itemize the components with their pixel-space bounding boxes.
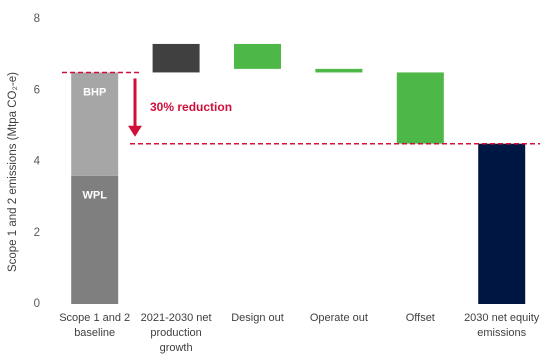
segment-label: WPL bbox=[82, 190, 107, 202]
arrow-head bbox=[128, 125, 142, 137]
x-tick-label: Offset bbox=[405, 312, 435, 324]
x-tick-label: Scope 1 and 2 baseline bbox=[59, 312, 131, 339]
y-tick-label: 0 bbox=[34, 298, 40, 310]
bar-segment bbox=[71, 175, 119, 304]
x-tick-label: 2021-2030 net production growth bbox=[140, 312, 212, 354]
y-tick-label: 2 bbox=[34, 227, 40, 239]
bar bbox=[234, 43, 281, 69]
y-axis-label: Scope 1 and 2 emissions (Mtpa CO₂-e) bbox=[7, 72, 19, 272]
y-tick-label: 8 bbox=[34, 13, 40, 25]
bar bbox=[152, 43, 200, 73]
bar bbox=[396, 72, 444, 144]
bar bbox=[315, 68, 363, 73]
x-tick-label: Design out bbox=[231, 312, 284, 324]
y-tick-label: 4 bbox=[34, 156, 41, 168]
bar bbox=[478, 143, 526, 304]
annotation: 30% reduction bbox=[150, 100, 232, 114]
x-tick-label: Operate out bbox=[309, 312, 368, 324]
segment-label: BHP bbox=[83, 86, 106, 98]
x-tick-label: 2030 net equity emissions bbox=[464, 312, 540, 339]
bar-segment bbox=[71, 72, 119, 176]
y-tick-label: 6 bbox=[34, 84, 40, 96]
